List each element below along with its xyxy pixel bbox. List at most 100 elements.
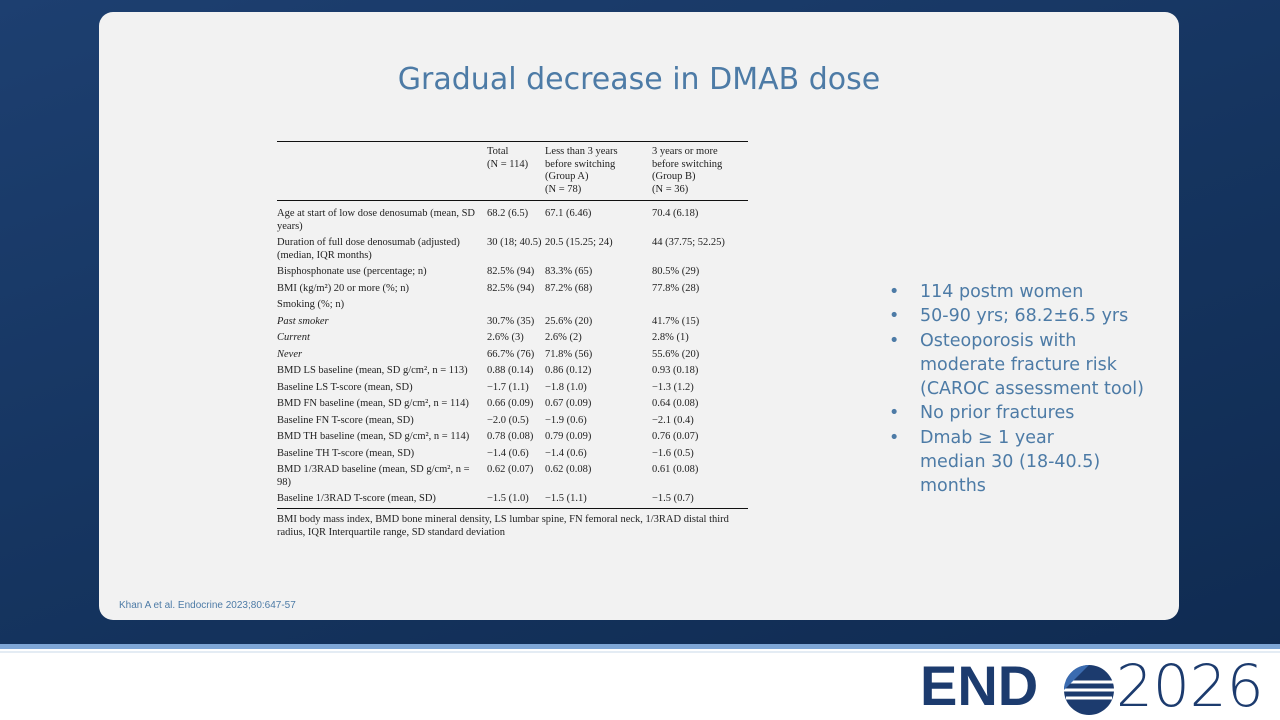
bullet-item: 114 postm women	[889, 280, 1169, 305]
bullet-line: 50-90 yrs; 68.2±6.5 yrs	[920, 306, 1129, 327]
table-cell: −1.4 (0.6)	[545, 447, 587, 459]
table-cell: 41.7% (15)	[652, 315, 700, 327]
table-cell: 87.2% (68)	[545, 282, 593, 294]
table-row: BMD 1/3RAD baseline (mean, SD g/cm², n =…	[277, 463, 748, 492]
table-cell: 2.6% (3)	[487, 332, 524, 343]
table-cell: 0.76 (0.07)	[652, 431, 699, 442]
table-cell: BMD TH baseline (mean, SD g/cm², n = 114…	[277, 431, 470, 442]
bullet-line: median 30 (18-40.5)	[920, 452, 1101, 473]
header-cell	[277, 142, 487, 201]
header-line: Total	[487, 146, 509, 157]
table-cell: 20.5 (15.25; 24)	[545, 237, 613, 248]
table-cell: 2.8% (1)	[652, 332, 689, 343]
bullet-item: No prior fractures	[889, 401, 1169, 426]
table-figure: Total (N = 114) Less than 3 years before sw…	[277, 141, 748, 539]
table-cell: 82.5% (94)	[487, 282, 535, 294]
table-cell: 83.3% (65)	[545, 266, 593, 277]
header-line: 3 years or more	[652, 146, 718, 157]
table-cell: 80.5% (29)	[652, 266, 700, 277]
bullet-line: Osteoporosis with	[920, 330, 1077, 351]
table-cell: 0.66 (0.09)	[487, 398, 534, 409]
table-row: Bisphosphonate use (percentage; n) 82.5% …	[277, 265, 748, 282]
table-cell: −1.7 (1.1)	[487, 381, 529, 393]
table-cell: 0.79 (0.09)	[545, 431, 592, 442]
table-row: Past smoker 30.7% (35) 25.6% (20) 41.7% (15…	[277, 314, 748, 331]
header-line: (Group A)	[545, 171, 589, 182]
table-cell: 44 (37.75; 52.25)	[652, 237, 725, 248]
table-cell: 0.67 (0.09)	[545, 398, 592, 409]
table-row: BMD LS baseline (mean, SD g/cm², n = 113…	[277, 364, 748, 381]
table-cell: 0.78 (0.08)	[487, 431, 534, 442]
table-cell: 82.5% (94)	[487, 266, 535, 277]
table-cell: Baseline FN T-score (mean, SD)	[277, 414, 414, 426]
header-line: (Group B)	[652, 171, 696, 182]
table-cell: 0.62 (0.07)	[487, 464, 534, 475]
table-cell: 0.86 (0.12)	[545, 365, 592, 376]
table-cell: 66.7% (76)	[487, 348, 535, 360]
bullet-line: (CAROC assessment tool)	[920, 379, 1144, 400]
table-cell: Age at start of low dose denosumab (mean…	[277, 208, 475, 232]
table-cell: −1.8 (1.0)	[545, 381, 587, 393]
table-cell: BMI (kg/m²) 20 or more (%; n)	[277, 282, 410, 294]
table-cell: BMD 1/3RAD baseline (mean, SD g/cm², n =…	[277, 464, 470, 488]
table-row: Smoking (%; n)	[277, 298, 748, 315]
table-row: Baseline 1/3RAD T-score (mean, SD) −1.5 (…	[277, 492, 748, 509]
header-line: Less than 3 years	[545, 146, 618, 157]
table-cell: BMD LS baseline (mean, SD g/cm², n = 113…	[277, 365, 468, 376]
bullet-line: No prior fractures	[920, 403, 1075, 424]
bullet-line: Dmab ≥ 1 year	[920, 427, 1054, 448]
logo: END 2026	[0, 651, 1280, 720]
header-line: before switching	[545, 158, 616, 170]
table-cell: −1.5 (1.0)	[487, 493, 529, 504]
table-row: Current 2.6% (3) 2.6% (2) 2.8% (1)	[277, 331, 748, 348]
header-row: Total (N = 114) Less than 3 years before sw…	[277, 142, 748, 201]
table-row: Duration of full dose denosumab (adjuste…	[277, 236, 748, 265]
table-row: Never 66.7% (76) 71.8% (56) 55.6% (20)	[277, 347, 748, 364]
bullet-line: moderate fracture risk	[920, 354, 1117, 375]
table-cell: 0.64 (0.08)	[652, 398, 699, 409]
table-cell: −1.5 (1.1)	[545, 493, 587, 504]
header-cell: 3 years or more before switching (Group B)…	[652, 142, 748, 201]
bullet-item: 50-90 yrs; 68.2±6.5 yrs	[889, 304, 1169, 329]
table-cell: BMD FN baseline (mean, SD g/cm², n = 114…	[277, 398, 469, 409]
table-cell: 71.8% (56)	[545, 348, 593, 360]
slide-title: Gradual decrease in DMAB dose	[397, 62, 881, 97]
logo-right: 2026	[1116, 652, 1264, 720]
table-cell: 55.6% (20)	[652, 348, 700, 360]
header-cell: Total (N = 114)	[487, 142, 545, 201]
table-row: Age at start of low dose denosumab (mean…	[277, 201, 748, 236]
table-cell: Current	[277, 332, 310, 343]
header-line: before switching	[652, 158, 723, 170]
table-cell: 30 (18; 40.5)	[487, 237, 542, 248]
table-cell: 77.8% (28)	[652, 282, 700, 294]
table-cell: 0.88 (0.14)	[487, 365, 534, 376]
bullet-line: months	[920, 476, 986, 497]
table-cell: −1.5 (0.7)	[652, 493, 694, 504]
header-cell: Less than 3 years before switching (Group …	[545, 142, 652, 201]
table-cell: Never	[277, 348, 303, 360]
table-cell: −1.3 (1.2)	[652, 381, 694, 393]
table-cell: Baseline 1/3RAD T-score (mean, SD)	[277, 493, 436, 504]
table-cell: 0.93 (0.18)	[652, 365, 699, 376]
bullet-item: Osteoporosis with moderate fracture risk (…	[889, 329, 1169, 402]
table-cell: 30.7% (35)	[487, 315, 535, 327]
bullet-item: Dmab ≥ 1 year median 30 (18-40.5) months	[889, 426, 1169, 499]
table-footnote: BMI body mass index, BMD bone mineral de…	[277, 514, 729, 538]
table-cell: −1.4 (0.6)	[487, 447, 529, 459]
header-line: (N = 114)	[487, 158, 529, 170]
table-row: BMI (kg/m²) 20 or more (%; n) 82.5% (94) 8…	[277, 281, 748, 298]
logo-globe	[1064, 665, 1114, 715]
header-line: (N = 78)	[545, 183, 582, 195]
table-cell: 0.61 (0.08)	[652, 464, 699, 475]
table-cell: Duration of full dose denosumab (adjuste…	[277, 237, 460, 261]
table-cell: 68.2 (6.5)	[487, 208, 529, 219]
table-row: Baseline FN T-score (mean, SD) −2.0 (0.5)…	[277, 413, 748, 430]
citation: Khan A et al. Endocrine 2023;80:647-57	[119, 600, 296, 611]
table-cell: 0.62 (0.08)	[545, 464, 592, 475]
bullet-list: 114 postm women50-90 yrs; 68.2±6.5 yrsOs…	[889, 280, 1169, 499]
logo-left: END	[920, 654, 1038, 717]
table-row: Baseline LS T-score (mean, SD) −1.7 (1.1)…	[277, 380, 748, 397]
table-cell: 25.6% (20)	[545, 315, 593, 327]
table-cell: 70.4 (6.18)	[652, 208, 699, 219]
